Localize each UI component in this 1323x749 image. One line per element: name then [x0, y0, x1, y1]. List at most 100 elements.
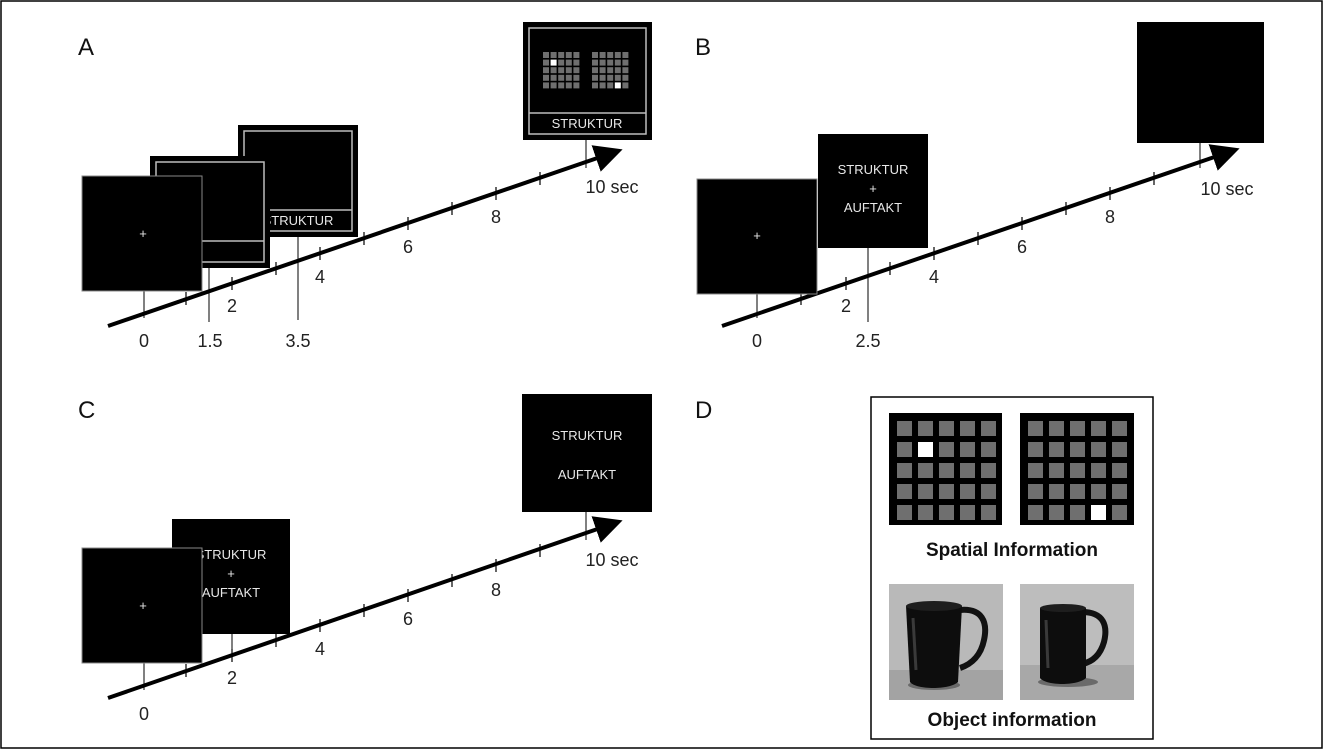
panel-a-tick-4: 4	[315, 267, 325, 287]
panel-a-probe-grid-right	[592, 52, 629, 89]
grid-cell	[1049, 505, 1064, 520]
grid-cell	[981, 484, 996, 499]
panel-b-plus: +	[869, 181, 877, 196]
grid-cell	[1070, 421, 1085, 436]
grid-cell	[599, 52, 606, 58]
grid-cell	[607, 59, 614, 66]
panel-c-plus: +	[227, 566, 235, 581]
grid-cell	[573, 82, 580, 89]
grid-cell	[981, 421, 996, 436]
panel-a-time-axis	[107, 145, 623, 328]
grid-cell	[1112, 484, 1127, 499]
grid-cell	[573, 74, 580, 81]
grid-cell	[565, 82, 572, 89]
grid-cell	[599, 67, 606, 74]
panel-d: D Spatial Information	[695, 396, 1154, 740]
grid-cell	[558, 74, 565, 81]
spatial-information-caption: Spatial Information	[926, 540, 1098, 561]
grid-cell	[550, 74, 557, 81]
grid-cell	[1028, 463, 1043, 478]
grid-cell	[565, 74, 572, 81]
panel-d-letter: D	[695, 397, 712, 424]
panel-c-screen-1: +	[81, 547, 203, 664]
grid-cell	[550, 67, 557, 74]
grid-cell	[558, 67, 565, 74]
grid-cell	[1028, 421, 1043, 436]
panel-c-letter: C	[78, 397, 95, 424]
panel-b-time-axis	[721, 144, 1240, 328]
panel-a-screen-4: STRUKTUR	[523, 22, 652, 140]
panel-a-letter: A	[78, 34, 94, 61]
grid-cell	[960, 442, 975, 457]
grid-cell	[543, 59, 549, 66]
grid-cell	[599, 59, 606, 66]
grid-highlight-cell	[550, 59, 557, 66]
panel-b-tick-4: 4	[929, 267, 939, 287]
panel-a-tick-6: 6	[403, 237, 413, 257]
grid-cell	[897, 505, 912, 520]
grid-cell	[573, 52, 580, 58]
grid-cell	[981, 442, 996, 457]
panel-c-fixation-cross: +	[139, 598, 147, 613]
grid-cell	[939, 505, 954, 520]
grid-cell	[1112, 463, 1127, 478]
mug-photo-2	[1020, 584, 1134, 700]
grid-cell	[1070, 484, 1085, 499]
spatial-grid-1	[889, 413, 1002, 525]
panel-a-screen-3-word: STRUKTUR	[263, 213, 334, 228]
grid-cell	[622, 82, 629, 89]
grid-cell	[897, 421, 912, 436]
grid-cell	[543, 67, 549, 74]
grid-cell	[1028, 484, 1043, 499]
panel-c-word-1: STRUKTUR	[196, 547, 267, 562]
grid-cell	[1112, 421, 1127, 436]
grid-cell	[592, 74, 598, 81]
panel-c-final-word-2: AUFTAKT	[558, 467, 616, 482]
panel-c-screen-2: STRUKTUR + AUFTAKT	[172, 519, 290, 634]
grid-highlight-cell	[918, 442, 933, 457]
grid-cell	[1070, 442, 1085, 457]
panel-a-tick-10: 10 sec	[585, 177, 638, 197]
panel-b-screen-3	[1137, 22, 1264, 143]
grid-cell	[960, 421, 975, 436]
grid-cell	[607, 74, 614, 81]
panel-b-screen-1: +	[696, 178, 818, 295]
grid-cell	[558, 59, 565, 66]
panel-c: C STRUKTUR + AUFTAKT + STRUKT	[78, 394, 652, 724]
grid-cell	[939, 442, 954, 457]
grid-cell	[1070, 463, 1085, 478]
grid-cell	[592, 67, 598, 74]
panel-a-mark-1-5: 1.5	[197, 331, 222, 351]
panel-c-tick-6: 6	[403, 609, 413, 629]
panel-c-tick-2: 2	[227, 668, 237, 688]
grid-cell	[565, 59, 572, 66]
panel-b-screen-2: STRUKTUR + AUFTAKT	[818, 134, 928, 248]
panel-b-tick-6: 6	[1017, 237, 1027, 257]
panel-c-tick-8: 8	[491, 580, 501, 600]
grid-cell	[1091, 442, 1106, 457]
grid-cell	[960, 505, 975, 520]
grid-cell	[614, 52, 621, 58]
grid-cell	[550, 52, 557, 58]
mug-photo-1	[889, 584, 1003, 700]
grid-cell	[543, 82, 549, 89]
panel-b-mark-2-5: 2.5	[855, 331, 880, 351]
grid-cell	[622, 74, 629, 81]
grid-cell	[614, 59, 621, 66]
grid-cell	[1049, 484, 1064, 499]
grid-cell	[1091, 421, 1106, 436]
panel-c-tick-4: 4	[315, 639, 325, 659]
panel-c-word-2: AUFTAKT	[202, 585, 260, 600]
grid-cell	[543, 74, 549, 81]
panel-a-tick-8: 8	[491, 207, 501, 227]
grid-cell	[558, 52, 565, 58]
grid-cell	[960, 484, 975, 499]
grid-cell	[543, 52, 549, 58]
grid-cell	[1112, 505, 1127, 520]
grid-cell	[918, 421, 933, 436]
grid-cell	[939, 484, 954, 499]
grid-cell	[1028, 505, 1043, 520]
panel-a-mark-3-5: 3.5	[285, 331, 310, 351]
panel-a-screen-1: +	[81, 175, 203, 292]
